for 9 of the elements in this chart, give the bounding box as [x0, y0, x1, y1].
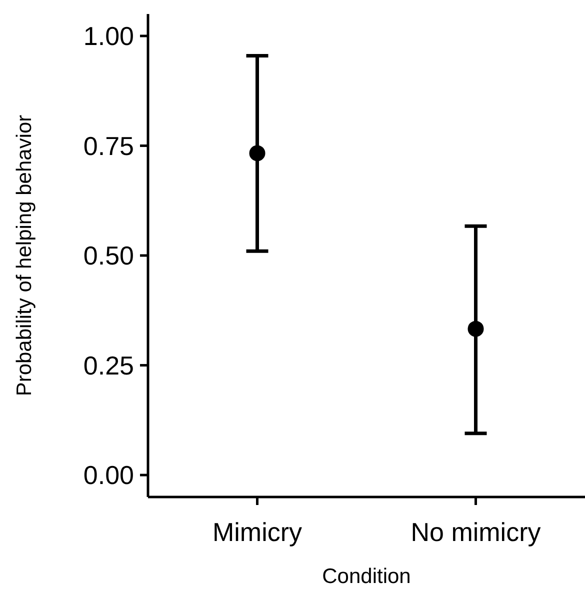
x-tick-label: No mimicry: [410, 517, 541, 547]
y-tick-label: 1.00: [83, 21, 134, 52]
x-tick-label: Mimicry: [212, 517, 302, 547]
y-tick-label: 0.00: [83, 460, 134, 490]
y-tick-label: 0.25: [83, 350, 134, 380]
x-axis-title: Condition: [322, 565, 411, 588]
y-axis-title: Probability of helping behavior: [13, 114, 36, 396]
y-tick-label: 0.75: [83, 130, 134, 161]
y-tick-label: 0.50: [83, 240, 134, 271]
